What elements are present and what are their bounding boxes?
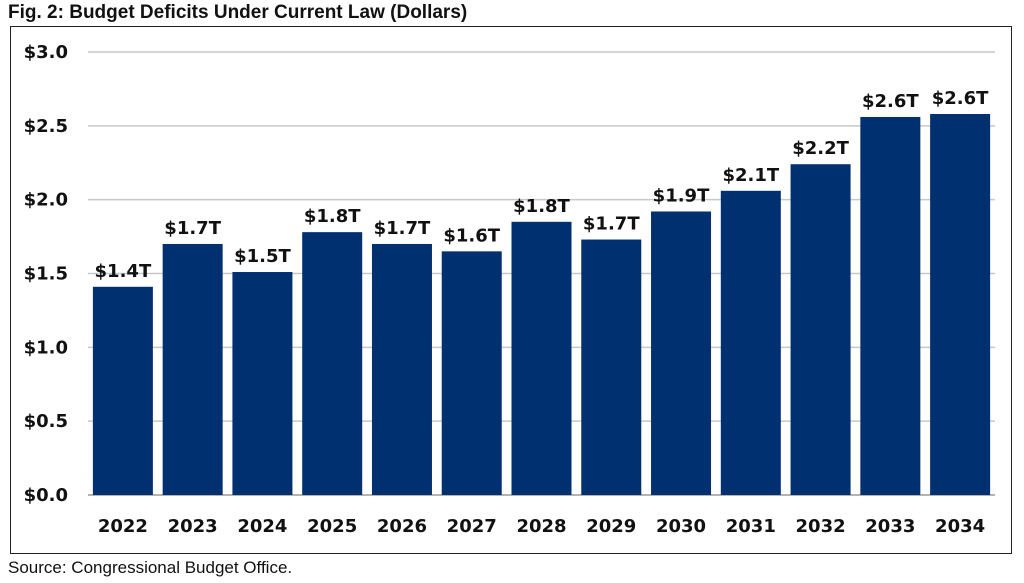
bar-2022	[92, 286, 153, 495]
data-label-2034: $2.6T	[932, 88, 989, 109]
x-tick-label: 2027	[447, 516, 497, 537]
data-label-2023: $1.7T	[164, 218, 221, 239]
y-tick-label: $3.0	[24, 42, 68, 63]
x-tick-label: 2023	[168, 516, 218, 537]
data-label-2026: $1.7T	[374, 218, 431, 239]
data-label-2033: $2.6T	[862, 91, 919, 112]
bar-2028	[511, 221, 572, 496]
y-tick-label: $2.0	[24, 190, 68, 211]
y-tick-label: $2.5	[24, 116, 68, 137]
bar-2025	[302, 232, 363, 496]
x-tick-label: 2032	[796, 516, 846, 537]
x-tick-label: 2033	[865, 516, 915, 537]
data-labels: $1.4T $1.7T $1.5T $1.8T $1.7T $1.6T $1.8T $1.7T…	[95, 88, 990, 282]
x-tick-label: 2030	[656, 516, 706, 537]
data-label-2030: $1.9T	[653, 185, 710, 206]
x-tick-label: 2025	[307, 516, 357, 537]
data-label-2022: $1.4T	[95, 261, 152, 282]
y-axis-tick-labels: $0.0 $0.5 $1.0 $1.5 $2.0 $2.5 $3.0	[24, 42, 68, 506]
bar-2030	[651, 211, 712, 496]
data-label-2025: $1.8T	[304, 206, 361, 227]
data-label-2027: $1.6T	[443, 225, 500, 246]
x-tick-label: 2024	[237, 516, 287, 537]
bar-2024	[232, 272, 293, 495]
bars	[92, 114, 991, 496]
data-label-2032: $2.2T	[792, 138, 849, 159]
x-tick-label: 2022	[98, 516, 148, 537]
data-label-2031: $2.1T	[722, 165, 779, 186]
bar-2034	[930, 114, 991, 496]
bar-2032	[790, 164, 851, 495]
data-label-2028: $1.8T	[513, 196, 570, 217]
bar-2023	[162, 243, 223, 495]
x-tick-label: 2028	[516, 516, 566, 537]
x-tick-label: 2031	[726, 516, 776, 537]
bar-2027	[441, 251, 502, 495]
y-tick-label: $0.5	[24, 411, 68, 432]
bar-2029	[581, 239, 642, 495]
bar-2031	[720, 190, 781, 495]
y-tick-label: $1.5	[24, 264, 68, 285]
y-tick-label: $1.0	[24, 337, 68, 358]
bar-2033	[860, 116, 921, 496]
data-label-2024: $1.5T	[234, 246, 291, 267]
x-axis-tick-labels: 2022 2023 2024 2025 2026 2027 2028 2029 2030 2031…	[98, 516, 985, 537]
y-tick-label: $0.0	[24, 485, 68, 506]
x-tick-label: 2026	[377, 516, 427, 537]
data-label-2029: $1.7T	[583, 214, 640, 235]
x-tick-label: 2034	[935, 516, 985, 537]
x-tick-label: 2029	[586, 516, 636, 537]
figure-title: Fig. 2: Budget Deficits Under Current La…	[8, 2, 468, 23]
source-note: Source: Congressional Budget Office.	[8, 558, 293, 577]
bar-2026	[371, 243, 432, 495]
